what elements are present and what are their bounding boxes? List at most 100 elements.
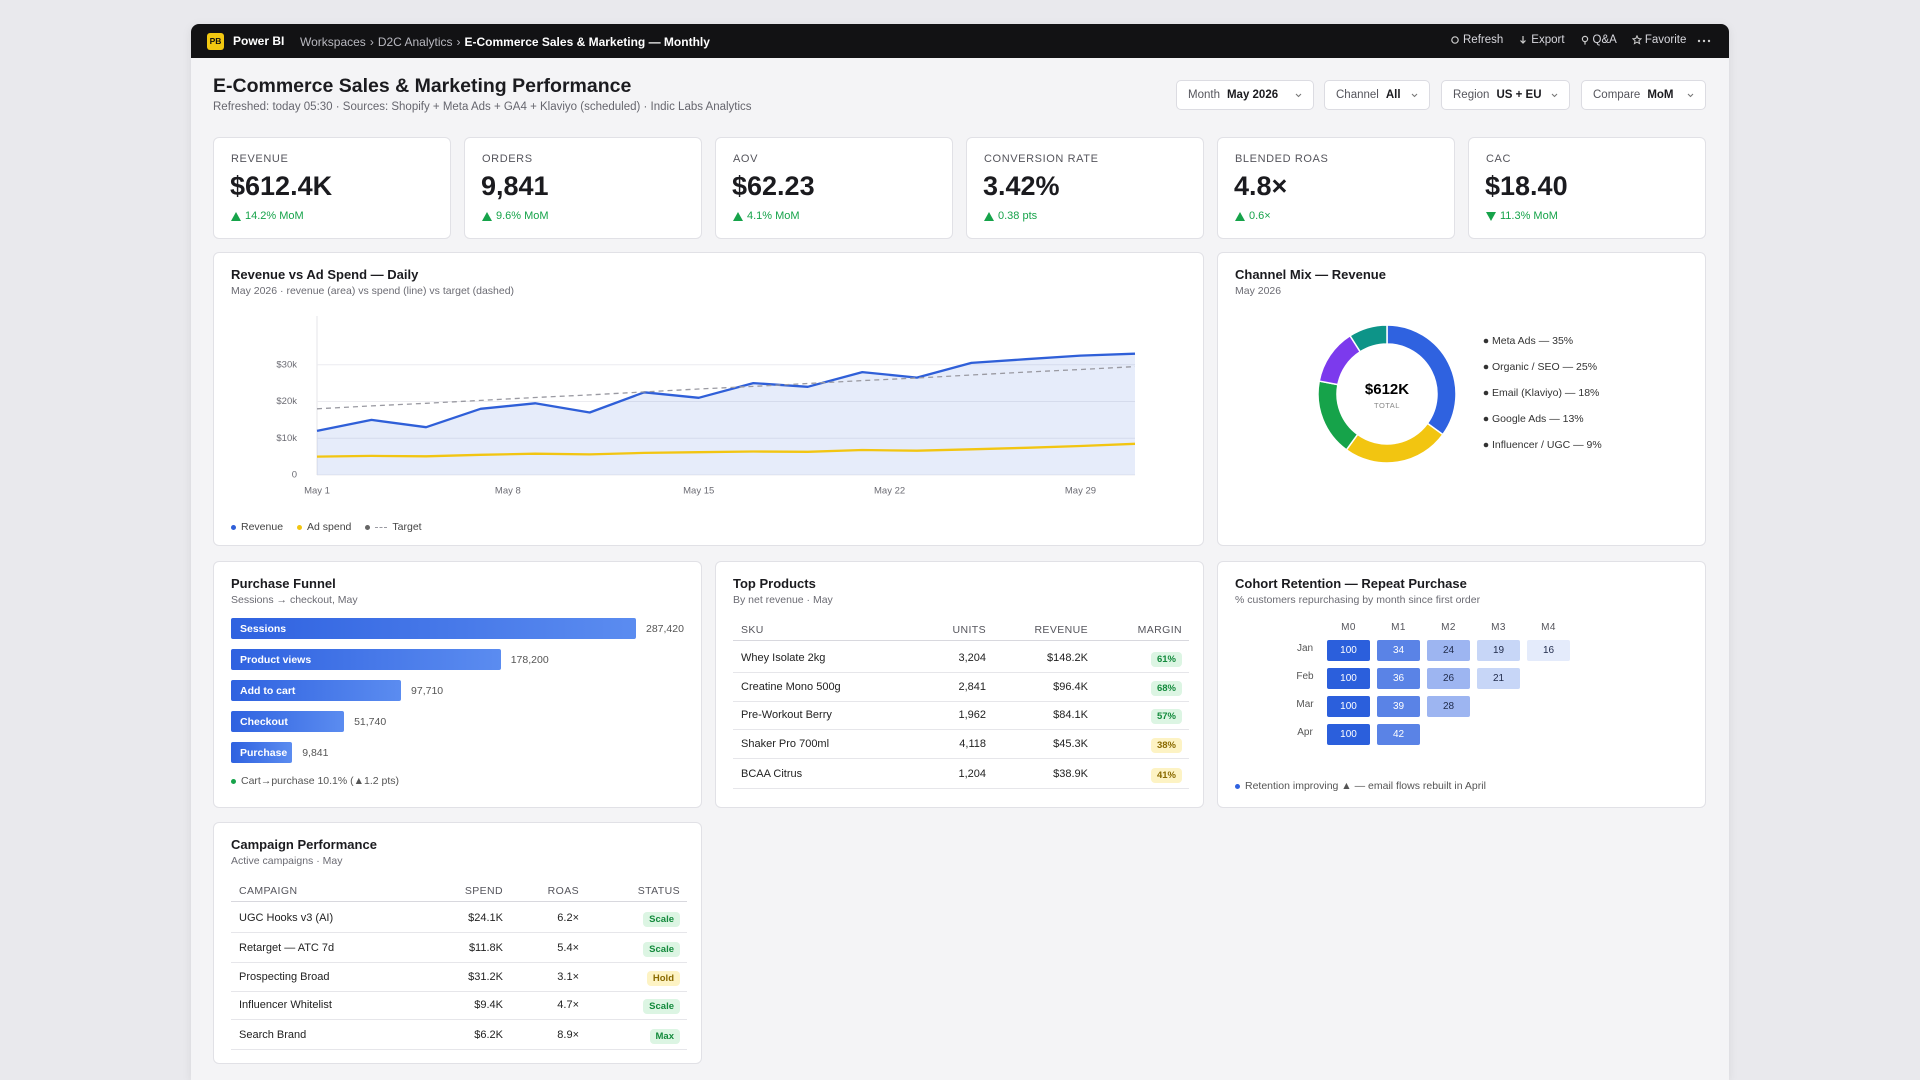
filter[interactable]: Month May 2026 bbox=[1176, 80, 1314, 110]
column-header: M1 bbox=[1391, 622, 1406, 633]
action-button[interactable]: Export bbox=[1518, 34, 1565, 46]
funnel-value: 9,841 bbox=[302, 747, 329, 759]
filter[interactable]: Compare MoM bbox=[1581, 80, 1706, 110]
funnel-card: Purchase Funnel Sessions → checkout, May… bbox=[213, 561, 702, 808]
column-header: ROAS bbox=[547, 885, 579, 897]
filter-value: US + EU bbox=[1496, 89, 1542, 101]
cohort-cell: 34 bbox=[1377, 640, 1420, 661]
filter-value: MoM bbox=[1647, 89, 1674, 101]
note-dot bbox=[1235, 783, 1240, 789]
crumb[interactable]: Workspaces bbox=[300, 35, 366, 49]
delta-arrow bbox=[231, 211, 241, 221]
cell: $11.8K bbox=[468, 942, 503, 954]
donut-segment bbox=[1317, 380, 1359, 451]
more-menu[interactable] bbox=[1696, 37, 1712, 45]
action-label: Favorite bbox=[1644, 34, 1687, 46]
row-rule bbox=[231, 932, 687, 933]
cell: Shaker Pro 700ml bbox=[741, 738, 830, 750]
x-tick-label: May 1 bbox=[304, 486, 330, 497]
funnel-bar: Sessions bbox=[231, 618, 636, 639]
filter-label: Compare bbox=[1593, 89, 1641, 101]
funnel-label: Add to cart bbox=[240, 685, 296, 697]
cell: 5.4× bbox=[557, 942, 579, 954]
row-label: Jan bbox=[1296, 643, 1314, 654]
filter[interactable]: Channel All bbox=[1324, 80, 1430, 110]
status-chip: Hold bbox=[646, 971, 680, 986]
kpi-value: $612.4K bbox=[230, 171, 333, 201]
cell: Prospecting Broad bbox=[239, 971, 330, 983]
note-text: Cart→purchase 10.1% (▲1.2 pts) bbox=[241, 775, 400, 787]
kpi-label: ORDERS bbox=[482, 153, 533, 165]
icon bbox=[1631, 35, 1642, 45]
x-tick-label: May 29 bbox=[1065, 486, 1096, 497]
delta-arrow bbox=[984, 211, 994, 221]
cell: 6.2× bbox=[557, 912, 579, 924]
cell: 1,204 bbox=[958, 768, 986, 780]
filter-value: May 2026 bbox=[1226, 89, 1279, 101]
funnel-value: 178,200 bbox=[510, 654, 549, 666]
cell: BCAA Citrus bbox=[741, 768, 803, 780]
cell: $45.3K bbox=[1053, 738, 1088, 750]
legend-label: Influencer / UGC — 9% bbox=[1492, 439, 1602, 451]
row-label: Apr bbox=[1297, 727, 1313, 738]
kpi-label: CAC bbox=[1486, 153, 1512, 165]
cell: 3.1× bbox=[557, 971, 579, 983]
funnel-bar: Checkout bbox=[231, 711, 345, 732]
kpi-label: AOV bbox=[733, 153, 759, 165]
funnel-label: Sessions bbox=[240, 623, 287, 635]
funnel-label: Checkout bbox=[240, 716, 288, 728]
column-header: M4 bbox=[1541, 622, 1556, 633]
status-chip: Scale bbox=[643, 912, 680, 927]
status-chip: 61% bbox=[1150, 652, 1182, 667]
card-subtitle: May 2026 bbox=[1235, 285, 1282, 297]
kpi-delta: 0.38 pts bbox=[984, 210, 1037, 222]
card-subtitle: Active campaigns · May bbox=[231, 855, 343, 867]
column-header: SPEND bbox=[464, 885, 503, 897]
cell: Search Brand bbox=[239, 1029, 307, 1041]
campaigns-card: Campaign Performance Active campaigns · … bbox=[213, 822, 702, 1064]
filter[interactable]: Region US + EU bbox=[1441, 80, 1570, 110]
cohort-card: Cohort Retention — Repeat Purchase % cus… bbox=[1217, 561, 1706, 808]
row-rule bbox=[231, 1049, 687, 1050]
actions: Refresh Export Q&A Favorite bbox=[1450, 34, 1686, 46]
icon bbox=[1451, 36, 1459, 44]
series-line bbox=[316, 365, 1136, 410]
area bbox=[317, 353, 1135, 475]
action-button[interactable]: Favorite bbox=[1631, 34, 1687, 46]
cell: Retarget — ATC 7d bbox=[239, 942, 335, 954]
legend-label: Google Ads — 13% bbox=[1492, 413, 1584, 425]
chevron bbox=[1295, 93, 1302, 97]
donut-segment bbox=[1345, 422, 1444, 464]
status-chip: 38% bbox=[1150, 738, 1182, 753]
y-tick-label: 0 bbox=[292, 470, 297, 481]
cohort-cell: 100 bbox=[1327, 696, 1370, 717]
kpi-delta: 11.3% MoM bbox=[1486, 210, 1558, 222]
cell: $96.4K bbox=[1053, 681, 1088, 693]
chevron bbox=[1687, 93, 1694, 97]
row-rule bbox=[231, 991, 687, 992]
line-card: Revenue vs Ad Spend — Daily May 2026 · r… bbox=[213, 252, 1204, 546]
column-header: UNITS bbox=[952, 624, 986, 636]
row-label: Mar bbox=[1296, 699, 1314, 710]
cell: $24.1K bbox=[468, 912, 503, 924]
legend-item: Ad spend bbox=[297, 521, 351, 533]
filter-label: Channel bbox=[1336, 89, 1379, 101]
kpi-card: BLENDED ROAS 4.8× 0.6× bbox=[1217, 137, 1455, 239]
column-header: SKU bbox=[741, 624, 764, 636]
kpi-delta: 9.6% MoM bbox=[482, 210, 549, 222]
crumb[interactable]: D2C Analytics bbox=[377, 35, 453, 49]
cell: 4,118 bbox=[959, 738, 986, 750]
funnel-value: 97,710 bbox=[411, 685, 444, 697]
funnel-value: 51,740 bbox=[354, 716, 387, 728]
legend-label: Email (Klaviyo) — 18% bbox=[1492, 387, 1599, 399]
action-button[interactable]: Q&A bbox=[1580, 34, 1617, 46]
action-button[interactable]: Refresh bbox=[1450, 34, 1503, 46]
cell: UGC Hooks v3 (AI) bbox=[239, 912, 334, 924]
legend-label: Organic / SEO — 25% bbox=[1492, 361, 1597, 373]
separator: › bbox=[369, 35, 374, 49]
filter-label: Month bbox=[1188, 89, 1220, 101]
card-title: Campaign Performance bbox=[231, 837, 377, 852]
kpi-value: 9,841 bbox=[481, 171, 549, 201]
cell: $84.1K bbox=[1053, 709, 1088, 721]
legend-dot bbox=[1483, 390, 1489, 396]
